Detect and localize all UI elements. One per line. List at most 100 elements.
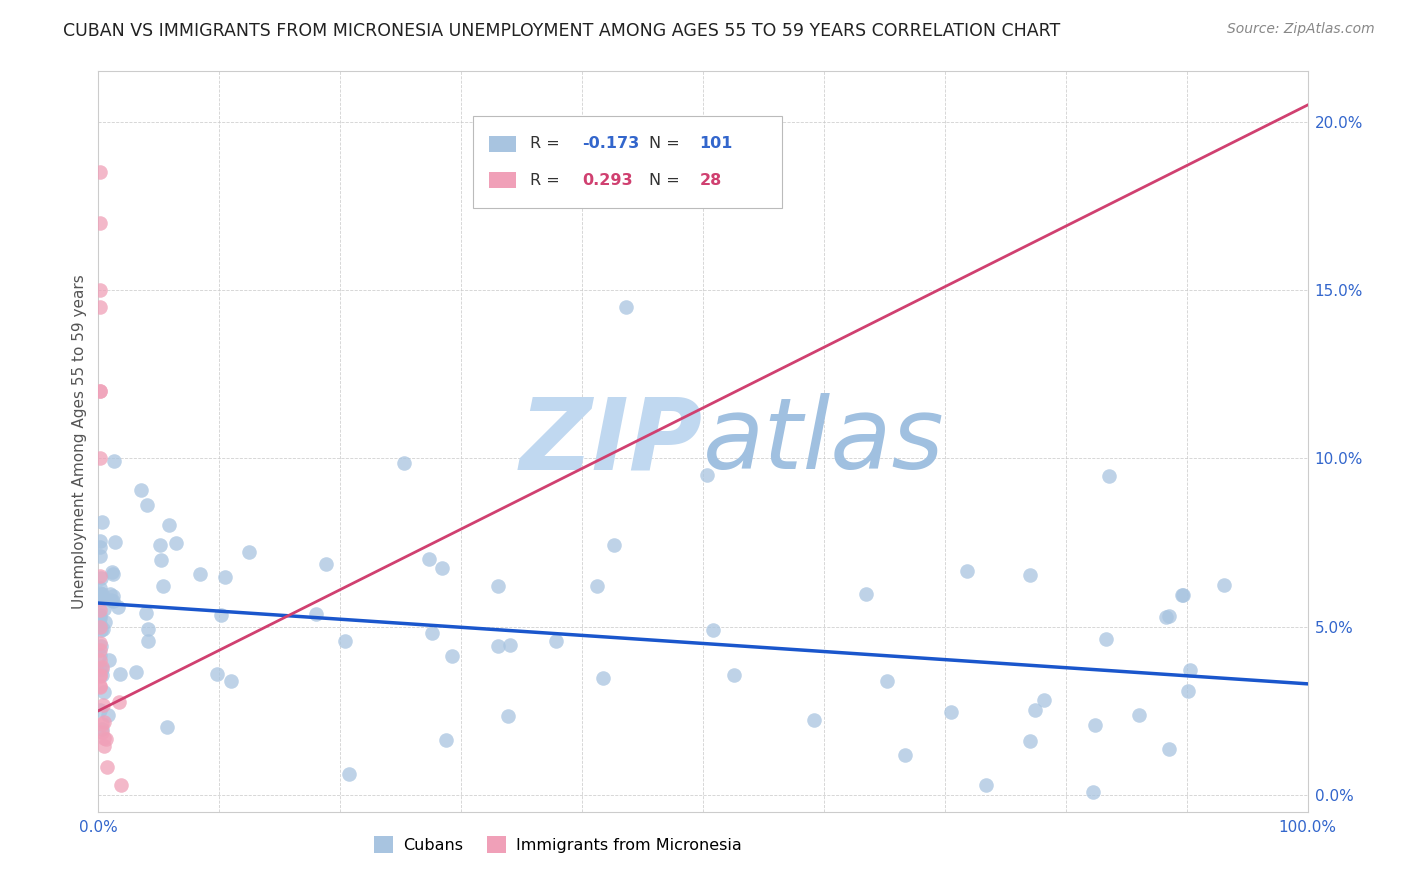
Point: [100, 565, 122, 579]
Point: [1157, 608, 1180, 623]
Point: [89, 668, 111, 682]
Point: [93, 684, 115, 698]
Point: [89, 283, 111, 297]
Point: [157, 517, 180, 532]
Text: R =: R =: [530, 173, 565, 187]
Point: [335, 633, 357, 648]
Point: [1084, 718, 1107, 732]
Point: [103, 453, 125, 467]
Point: [89, 648, 111, 662]
Point: [392, 456, 415, 470]
Point: [1083, 784, 1105, 798]
Point: [93, 739, 115, 753]
Point: [486, 639, 509, 653]
Point: [89, 619, 111, 633]
Point: [89, 549, 111, 563]
Point: [702, 623, 724, 637]
Point: [89, 300, 111, 314]
Point: [1212, 578, 1234, 592]
Point: [165, 536, 187, 550]
Point: [94, 615, 117, 629]
Point: [108, 695, 131, 709]
Point: [149, 553, 172, 567]
Point: [89, 680, 111, 694]
Point: [89, 569, 111, 583]
Text: CUBAN VS IMMIGRANTS FROM MICRONESIA UNEMPLOYMENT AMONG AGES 55 TO 59 YEARS CORRE: CUBAN VS IMMIGRANTS FROM MICRONESIA UNEM…: [63, 22, 1060, 40]
Point: [101, 566, 124, 581]
Point: [110, 667, 132, 681]
Point: [89, 384, 111, 398]
Point: [1018, 567, 1040, 582]
Point: [1033, 692, 1056, 706]
Point: [614, 300, 637, 314]
Text: atlas: atlas: [703, 393, 945, 490]
Point: [110, 778, 132, 792]
Point: [939, 705, 962, 719]
Point: [97, 707, 120, 722]
Point: [135, 607, 157, 621]
Point: [498, 638, 520, 652]
Text: N =: N =: [648, 136, 685, 152]
Text: Source: ZipAtlas.com: Source: ZipAtlas.com: [1227, 22, 1375, 37]
Point: [1128, 708, 1150, 723]
Text: 28: 28: [699, 173, 721, 187]
Text: 101: 101: [699, 136, 733, 152]
Bar: [489, 172, 516, 188]
Point: [894, 748, 917, 763]
Point: [486, 579, 509, 593]
Point: [89, 586, 111, 600]
Point: [98, 586, 121, 600]
Point: [129, 483, 152, 498]
Point: [89, 540, 111, 554]
Point: [91, 622, 114, 636]
Point: [93, 602, 115, 616]
Point: [101, 594, 124, 608]
Point: [337, 766, 360, 780]
Point: [89, 636, 111, 650]
Point: [152, 579, 174, 593]
Point: [89, 451, 111, 466]
Point: [89, 617, 111, 632]
Point: [1098, 469, 1121, 483]
Point: [1177, 684, 1199, 698]
Point: [205, 666, 228, 681]
Point: [420, 626, 443, 640]
Point: [89, 643, 111, 657]
Point: [544, 633, 567, 648]
Point: [1095, 632, 1118, 646]
Point: [1019, 734, 1042, 748]
Point: [125, 665, 148, 679]
Point: [89, 669, 111, 683]
Text: ZIP: ZIP: [520, 393, 703, 490]
Point: [418, 551, 440, 566]
Point: [89, 165, 111, 179]
Point: [90, 723, 112, 737]
Point: [1171, 588, 1194, 602]
Point: [432, 561, 454, 575]
Point: [305, 607, 328, 621]
Point: [89, 591, 111, 606]
Point: [93, 714, 115, 729]
Point: [315, 558, 337, 572]
Point: [89, 216, 111, 230]
FancyBboxPatch shape: [474, 116, 782, 209]
Point: [91, 662, 114, 676]
Point: [89, 653, 111, 667]
Point: [136, 498, 159, 512]
Point: [89, 662, 111, 676]
Point: [138, 634, 160, 648]
Point: [876, 673, 898, 688]
Point: [89, 679, 111, 693]
Bar: [489, 136, 516, 152]
Text: -0.173: -0.173: [582, 136, 640, 152]
Point: [219, 673, 242, 688]
Point: [592, 672, 614, 686]
Point: [91, 516, 114, 530]
Text: R =: R =: [530, 136, 565, 152]
Point: [1159, 741, 1181, 756]
Point: [1171, 589, 1194, 603]
Point: [603, 539, 626, 553]
Point: [496, 709, 519, 723]
Point: [441, 648, 464, 663]
Point: [1024, 703, 1046, 717]
